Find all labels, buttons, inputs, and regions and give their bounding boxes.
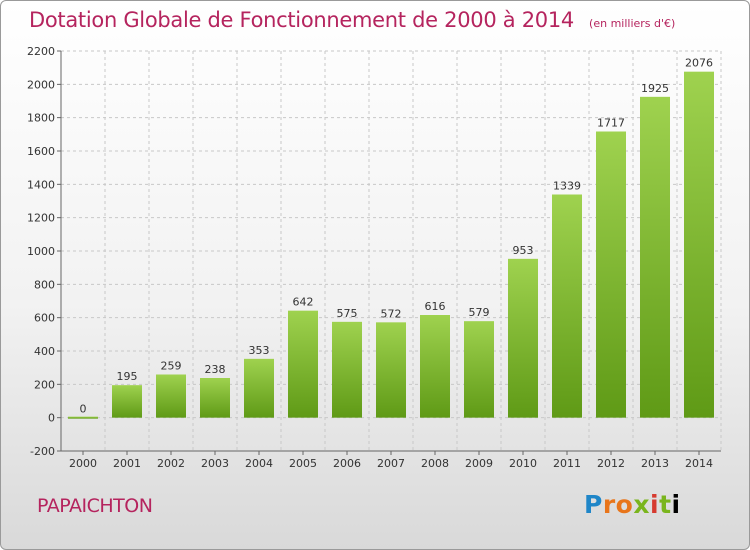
x-tick-label-2002: 2002 [157,457,185,470]
value-label-2008: 616 [425,300,446,313]
y-tick-label: 800 [34,278,55,291]
bar-2010 [508,258,538,418]
value-label-2013: 1925 [641,82,669,95]
value-label-2010: 953 [513,244,534,257]
value-label-2009: 579 [469,306,490,319]
value-label-2011: 1339 [553,180,581,193]
value-label-2007: 572 [381,307,402,320]
value-label-2004: 353 [249,344,270,357]
y-tick-label: 2000 [27,78,55,91]
x-tick-label-2009: 2009 [465,457,493,470]
chart-title: Dotation Globale de Fonctionnement de 20… [29,8,574,32]
y-tick-label: 400 [34,345,55,358]
y-tick-label: 600 [34,312,55,325]
grid-lines [60,50,722,452]
value-label-2002: 259 [161,360,182,373]
x-tick-label-2004: 2004 [245,457,273,470]
bar-2003 [200,378,230,418]
y-tick-label: 1400 [27,178,55,191]
commune-name: PAPAICHTON [37,495,153,517]
x-tick-label-2012: 2012 [597,457,625,470]
axes [57,50,721,455]
x-tick-label-2007: 2007 [377,457,405,470]
bars [68,71,714,419]
bar-2005 [288,310,318,418]
value-label-2005: 642 [293,296,314,309]
x-tick-label-2005: 2005 [289,457,317,470]
value-label-2001: 195 [117,370,138,383]
bar-2012 [596,131,626,418]
value-label-2000: 0 [80,403,87,416]
bar-2000 [68,416,98,419]
value-label-2014: 2076 [685,57,713,70]
value-label-2012: 1717 [597,117,625,130]
bar-2001 [112,385,142,418]
bar-2006 [332,321,362,418]
y-tick-label: 200 [34,378,55,391]
y-tick-label: 1600 [27,145,55,158]
x-tick-label-2003: 2003 [201,457,229,470]
bar-2007 [376,322,406,418]
x-tick-label-2011: 2011 [553,457,581,470]
x-tick-label-2000: 2000 [69,457,97,470]
y-tick-label: 1000 [27,245,55,258]
bar-2014 [684,71,714,418]
y-tick-label: 0 [48,412,55,425]
x-tick-label-2008: 2008 [421,457,449,470]
y-tick-label: -200 [30,445,55,458]
bar-2002 [156,374,186,418]
y-tick-label: 1800 [27,112,55,125]
bar-2011 [552,194,582,418]
bar-2009 [464,321,494,418]
value-label-2006: 575 [337,307,358,320]
value-label-2003: 238 [205,363,226,376]
y-tick-label: 2200 [27,45,55,58]
x-tick-label-2001: 2001 [113,457,141,470]
y-tick-label: 1200 [27,212,55,225]
labels: -200 0 200 400 600 800 1000 1200 1400 1600 1800 200… [27,45,713,470]
x-tick-label-2013: 2013 [641,457,669,470]
chart-unit: (en milliers d'€) [589,17,676,30]
x-tick-label-2014: 2014 [685,457,713,470]
bar-2004 [244,358,274,418]
proxiti-logo: Proxiti [584,490,681,519]
bar-2008 [420,315,450,418]
x-tick-label-2010: 2010 [509,457,537,470]
bar-2013 [640,96,670,418]
title-block: Dotation Globale de Fonctionnement de 20… [29,8,675,32]
x-tick-label-2006: 2006 [333,457,361,470]
